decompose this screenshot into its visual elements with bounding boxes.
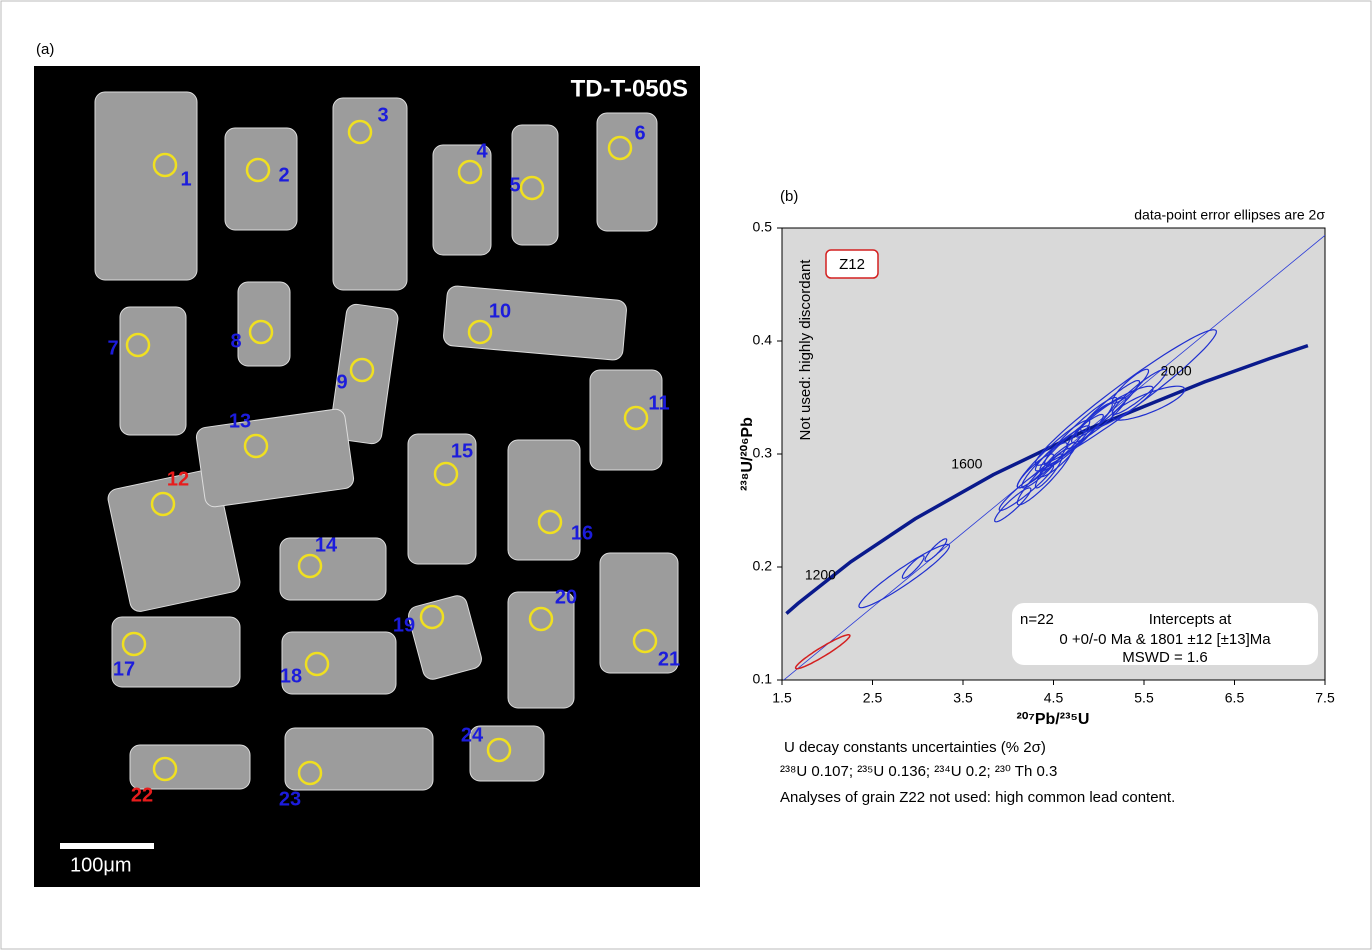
age-label: 1600 [951, 455, 982, 471]
grain [285, 728, 433, 790]
grain-label: 9 [336, 371, 347, 393]
note: U decay constants uncertainties (% 2σ) [784, 739, 1046, 756]
grain-label: 11 [648, 392, 669, 414]
age-label: 1200 [805, 567, 836, 583]
grain-label: 19 [393, 614, 415, 636]
x-tick-label: 5.5 [1134, 690, 1154, 706]
x-tick-label: 1.5 [772, 690, 792, 706]
grain [120, 307, 186, 435]
legend-heading: Intercepts at [1149, 611, 1232, 628]
age-marker [992, 473, 995, 476]
grain [597, 113, 657, 231]
grain-label: 5 [509, 174, 520, 196]
grain [508, 440, 580, 560]
grain-label: 20 [555, 586, 577, 608]
subtitle: data-point error ellipses are 2σ [1134, 207, 1325, 223]
grain-label: 8 [230, 330, 241, 352]
x-tick-label: 2.5 [863, 690, 883, 706]
grain-label: 12 [167, 468, 189, 490]
page: (a) 123456789101112131415161718192021222… [0, 0, 1372, 950]
panel-label: (a) [36, 41, 54, 58]
sample-name: TD-T-050S [571, 75, 688, 102]
grain-label: 1 [180, 168, 191, 190]
y-tick-label: 0.1 [753, 671, 773, 687]
age-marker [1203, 380, 1206, 383]
scale-label: 100μm [70, 854, 132, 876]
figure: (a) 123456789101112131415161718192021222… [0, 0, 1372, 950]
grain-label: 21 [658, 648, 680, 670]
x-tick-label: 3.5 [953, 690, 973, 706]
y-axis-label: ²³⁸U/²⁰⁶Pb [739, 417, 756, 491]
grain-label: 23 [279, 788, 301, 810]
legend-mswd: MSWD = 1.6 [1122, 649, 1207, 666]
grain-label: 15 [451, 440, 473, 462]
grain-label: 4 [476, 140, 488, 162]
age-marker [849, 560, 852, 563]
legend-n: n=22 [1020, 611, 1054, 628]
grain [238, 282, 290, 366]
y-tick-label: 0.2 [753, 558, 773, 574]
x-axis-label: ²⁰⁷Pb/²³⁵U [1017, 711, 1090, 728]
grain-label: 3 [377, 104, 388, 126]
note: Analyses of grain Z22 not used: high com… [780, 789, 1175, 806]
x-tick-label: 4.5 [1044, 690, 1064, 706]
rejected-note: Not used: highly discordant [797, 259, 814, 441]
grain-label: 10 [489, 300, 511, 322]
grain-label: 7 [107, 337, 118, 359]
grain-label: 2 [278, 164, 289, 186]
grain [130, 745, 250, 789]
grain-label: 17 [113, 658, 135, 680]
grain-label: 24 [461, 724, 484, 746]
note: ²³⁸U 0.107; ²³⁵U 0.136; ²³⁴U 0.2; ²³⁰ Th… [780, 763, 1057, 780]
x-tick-label: 7.5 [1315, 690, 1335, 706]
rejected-label: Z12 [839, 256, 865, 273]
grain-label: 16 [571, 522, 593, 544]
age-label: 2000 [1161, 363, 1192, 379]
legend-intercepts: 0 +0/-0 Ma & 1801 ±12 [±13]Ma [1059, 631, 1271, 648]
panel-label: (b) [780, 188, 798, 205]
grain-label: 6 [634, 122, 645, 144]
y-tick-label: 0.4 [753, 332, 773, 348]
grain-label: 14 [315, 534, 338, 556]
x-tick-label: 6.5 [1225, 690, 1245, 706]
grain-label: 18 [280, 665, 302, 687]
grain-label: 22 [131, 784, 153, 806]
grain-label: 13 [229, 410, 251, 432]
scale-bar [60, 843, 154, 849]
y-tick-label: 0.5 [753, 219, 773, 235]
grain [508, 592, 574, 708]
